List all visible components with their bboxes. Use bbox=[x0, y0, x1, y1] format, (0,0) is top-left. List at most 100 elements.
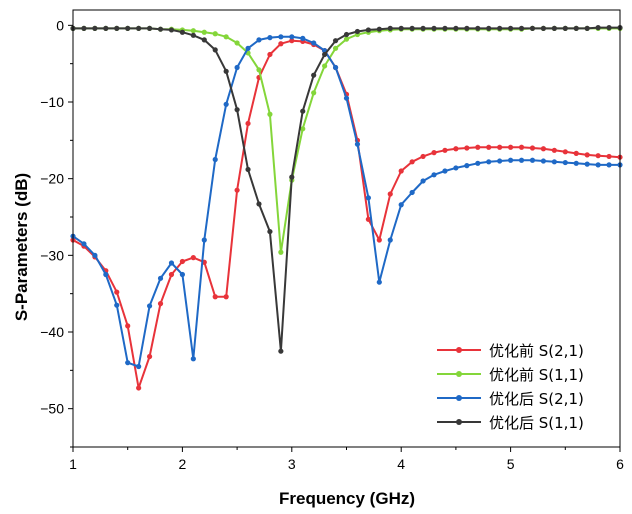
data-point bbox=[267, 111, 273, 117]
data-point bbox=[300, 126, 306, 132]
data-point bbox=[354, 141, 361, 147]
data-point bbox=[300, 108, 306, 114]
data-point bbox=[343, 36, 350, 42]
legend-swatch-marker bbox=[456, 347, 462, 353]
legend-item-2: 优化前 S(1,1) bbox=[437, 366, 584, 384]
data-point bbox=[529, 25, 536, 31]
data-point bbox=[234, 40, 240, 46]
data-point bbox=[387, 191, 393, 197]
legend-item-4: 优化后 S(1,1) bbox=[437, 414, 584, 432]
data-point bbox=[497, 158, 503, 164]
data-point bbox=[190, 255, 196, 261]
data-point bbox=[146, 353, 153, 360]
data-point bbox=[464, 163, 470, 169]
data-point bbox=[562, 159, 568, 166]
legend-swatch-marker bbox=[456, 395, 462, 401]
data-point bbox=[114, 302, 120, 308]
data-point bbox=[278, 34, 284, 40]
data-point bbox=[354, 28, 361, 35]
data-point bbox=[223, 294, 229, 300]
data-point bbox=[595, 25, 601, 31]
data-point bbox=[289, 174, 295, 180]
data-point bbox=[409, 189, 415, 196]
y-tick-label: −20 bbox=[40, 171, 64, 187]
data-point bbox=[551, 159, 557, 165]
legend: 优化前 S(2,1) 优化前 S(1,1) 优化后 S(2,1) 优化后 S(1,1) bbox=[437, 342, 584, 432]
data-point bbox=[201, 29, 207, 35]
data-point bbox=[81, 25, 87, 31]
x-tick-label: 4 bbox=[397, 456, 405, 472]
data-point bbox=[81, 241, 87, 247]
y-axis-title: S-Parameters (dB) bbox=[12, 173, 31, 321]
data-point bbox=[332, 38, 339, 44]
legend-swatch-marker bbox=[456, 371, 462, 377]
data-point bbox=[322, 63, 328, 69]
data-point bbox=[606, 25, 612, 31]
data-point bbox=[486, 144, 492, 150]
data-point bbox=[453, 146, 459, 152]
data-point bbox=[92, 25, 98, 31]
x-tick-label: 5 bbox=[507, 456, 515, 472]
data-point bbox=[234, 64, 240, 71]
data-point bbox=[136, 363, 142, 370]
data-point bbox=[475, 25, 481, 31]
data-point bbox=[529, 157, 536, 163]
data-point bbox=[529, 145, 536, 151]
data-point bbox=[573, 150, 579, 156]
data-point bbox=[343, 95, 350, 101]
data-point bbox=[278, 249, 284, 255]
data-point bbox=[256, 67, 262, 73]
data-point bbox=[464, 145, 470, 151]
series-3 bbox=[70, 34, 623, 370]
series-2 bbox=[70, 25, 623, 255]
data-point bbox=[201, 37, 207, 43]
data-point bbox=[442, 147, 448, 153]
data-point bbox=[431, 150, 437, 156]
data-point bbox=[311, 90, 317, 96]
data-point bbox=[332, 64, 339, 71]
data-point bbox=[584, 152, 590, 158]
series-line bbox=[73, 26, 620, 353]
data-point bbox=[201, 237, 207, 243]
series-4 bbox=[70, 25, 623, 354]
data-point bbox=[278, 348, 284, 354]
data-point bbox=[223, 68, 229, 74]
data-point bbox=[245, 166, 251, 173]
series-line bbox=[73, 27, 620, 254]
data-point bbox=[562, 25, 568, 31]
data-point bbox=[573, 25, 579, 31]
data-point bbox=[125, 323, 131, 329]
data-point bbox=[486, 25, 492, 31]
data-point bbox=[179, 258, 185, 265]
data-point bbox=[256, 37, 262, 43]
data-point bbox=[212, 156, 218, 163]
data-point bbox=[606, 153, 612, 160]
data-point bbox=[245, 45, 251, 51]
data-point bbox=[497, 25, 503, 31]
data-point bbox=[398, 168, 404, 174]
data-point bbox=[267, 51, 273, 58]
legend-swatch-marker bbox=[456, 419, 462, 425]
y-tick-label: −30 bbox=[40, 247, 64, 263]
data-point bbox=[420, 178, 426, 184]
data-point bbox=[278, 41, 284, 47]
data-point bbox=[365, 195, 371, 201]
data-point bbox=[453, 165, 459, 171]
data-point bbox=[409, 159, 415, 165]
data-point bbox=[332, 45, 339, 51]
series-1 bbox=[70, 38, 623, 391]
data-point bbox=[365, 27, 371, 33]
data-point bbox=[179, 271, 185, 278]
data-point bbox=[508, 157, 514, 163]
data-point bbox=[573, 160, 579, 166]
data-point bbox=[190, 32, 196, 38]
data-point bbox=[442, 168, 448, 174]
x-tick-label: 6 bbox=[616, 456, 624, 472]
data-point bbox=[420, 25, 426, 31]
data-point bbox=[398, 202, 404, 208]
data-point bbox=[387, 237, 393, 243]
data-point bbox=[168, 271, 175, 278]
series-line bbox=[72, 35, 620, 368]
data-point bbox=[136, 25, 142, 31]
